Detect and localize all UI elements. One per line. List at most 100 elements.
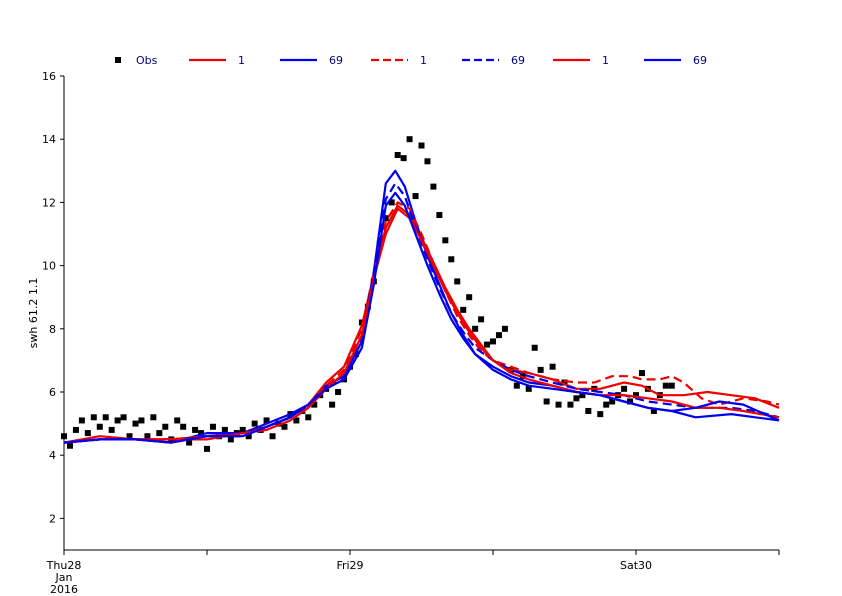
obs-point — [400, 155, 407, 162]
obs-point — [597, 411, 604, 418]
obs-point — [61, 433, 67, 440]
x-tick-label: Jan — [55, 571, 73, 584]
obs-point — [466, 294, 473, 301]
y-tick-label: 6 — [49, 386, 56, 399]
obs-point — [561, 379, 568, 386]
legend-label: 1 — [420, 54, 427, 67]
obs-point — [418, 142, 425, 149]
obs-point — [305, 414, 312, 421]
obs-point — [549, 363, 556, 370]
obs-point — [72, 426, 79, 433]
obs-point — [412, 193, 419, 200]
y-axis-title: swh 61.2 1.1 — [27, 278, 40, 349]
obs-point — [108, 426, 115, 433]
y-tick-label: 4 — [49, 449, 56, 462]
obs-point — [382, 215, 389, 222]
obs-point — [513, 382, 520, 389]
obs-point — [406, 136, 413, 143]
x-tick-label: Thu28 — [46, 559, 82, 572]
obs-point — [293, 417, 300, 424]
obs-point — [132, 420, 139, 427]
obs-point — [484, 341, 491, 348]
obs-point — [662, 382, 669, 389]
legend-swatch-obs — [115, 57, 121, 63]
plot-frame — [63, 76, 779, 551]
legend-label: 1 — [602, 54, 609, 67]
obs-point — [144, 433, 151, 440]
obs-point — [335, 389, 342, 395]
obs-point — [585, 407, 592, 414]
obs-point — [442, 237, 449, 244]
obs-point — [174, 417, 181, 424]
y-tick-label: 14 — [42, 133, 56, 146]
obs-point — [424, 158, 431, 165]
obs-point — [281, 423, 288, 430]
obs-point — [495, 332, 502, 339]
obs-point — [650, 407, 657, 414]
obs-point — [311, 401, 318, 408]
obs-point — [275, 420, 282, 427]
obs-point — [388, 199, 395, 206]
obs-point — [537, 366, 544, 373]
y-tick-label: 16 — [42, 70, 56, 83]
obs-point — [66, 442, 73, 449]
obs-point — [209, 423, 216, 430]
obs-point — [329, 401, 336, 408]
obs-point — [448, 256, 455, 263]
obs-point — [525, 385, 532, 392]
legend-label: 69 — [511, 54, 525, 67]
x-tick-label: Sat30 — [620, 559, 652, 572]
obs-point — [120, 414, 127, 421]
obs-point — [621, 385, 628, 392]
obs-point — [430, 183, 437, 190]
obs-point — [478, 316, 485, 323]
series-obs — [61, 136, 675, 452]
x-tick-label: Fri29 — [336, 559, 363, 572]
obs-point — [180, 423, 187, 430]
obs-point — [186, 439, 193, 446]
obs-point — [436, 212, 443, 219]
series-line-4 — [63, 182, 780, 444]
obs-point — [531, 344, 538, 351]
obs-point — [472, 325, 479, 332]
obs-point — [567, 401, 574, 408]
obs-point — [156, 430, 163, 437]
obs-point — [192, 426, 199, 433]
obs-point — [454, 278, 461, 285]
legend: Obs 1 69 1 69 1 69 — [115, 54, 707, 67]
obs-point — [627, 398, 634, 405]
obs-point — [579, 392, 586, 399]
obs-point — [204, 445, 210, 452]
x-tick-label: 2016 — [50, 583, 78, 596]
obs-point — [460, 306, 467, 313]
obs-point — [555, 401, 562, 408]
obs-point — [90, 414, 97, 421]
obs-point — [102, 414, 109, 421]
obs-point — [138, 417, 145, 424]
obs-point — [263, 417, 270, 424]
obs-point — [543, 398, 550, 405]
legend-label: Obs — [136, 54, 158, 67]
y-axis: 2 4 6 8 10 12 14 16 — [42, 70, 64, 525]
obs-point — [150, 414, 157, 421]
obs-point — [96, 423, 103, 430]
legend-label: 69 — [693, 54, 707, 67]
obs-point — [227, 436, 234, 443]
series-line-6 — [63, 191, 780, 444]
legend-label: 69 — [329, 54, 343, 67]
obs-point — [198, 430, 205, 437]
obs-point — [394, 152, 401, 158]
obs-point — [573, 395, 580, 402]
obs-point — [269, 433, 276, 440]
series-layer — [61, 136, 780, 452]
y-tick-label: 10 — [42, 260, 56, 273]
obs-point — [633, 392, 639, 399]
obs-point — [126, 433, 133, 440]
obs-point — [84, 430, 91, 437]
obs-point — [78, 417, 85, 424]
y-tick-label: 12 — [42, 196, 56, 209]
legend-label: 1 — [238, 54, 245, 67]
obs-point — [221, 426, 228, 433]
